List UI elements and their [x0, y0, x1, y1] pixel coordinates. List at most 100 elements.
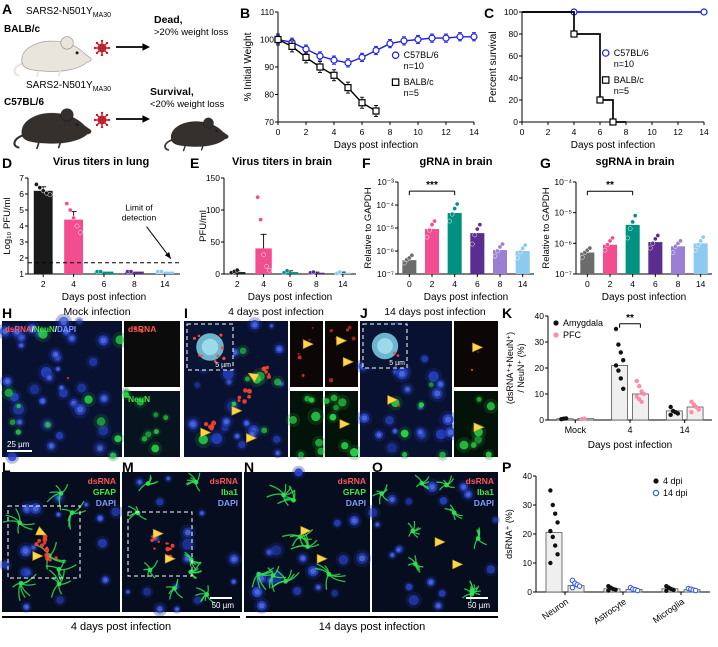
panel-label-k: K: [502, 305, 513, 321]
svg-text:100: 100: [504, 7, 518, 17]
svg-text:2: 2: [19, 253, 24, 263]
svg-text:10⁻⁵: 10⁻⁵: [377, 223, 394, 233]
svg-text:50 µm: 50 µm: [212, 601, 235, 610]
panel-label-l: L: [2, 459, 11, 475]
svg-text:Days post infection: Days post infection: [571, 140, 656, 151]
svg-text:10⁻⁴: 10⁻⁴: [376, 200, 394, 210]
svg-text:10⁻⁴: 10⁻⁴: [554, 177, 572, 187]
panel-label-a: A: [2, 1, 13, 17]
svg-text:Log₁₀ PFU/ml: Log₁₀ PFU/ml: [2, 197, 13, 254]
svg-text:4: 4: [332, 127, 337, 137]
virus-strain-label-2: SARS2-N501YMA30: [26, 80, 111, 93]
panel-L-gfap-4dpi: L dsRNA GFAP DAPI: [0, 459, 123, 613]
svg-text:2: 2: [235, 279, 240, 289]
outcome-dead: Dead, >20% weight loss: [154, 14, 229, 39]
caption-14dpi: 14 days post infection: [246, 616, 498, 633]
svg-text:NeuN: NeuN: [128, 394, 150, 404]
panel-O-iba1-14dpi: O dsRNA Iba1 DAPI 50 µm: [365, 459, 501, 613]
microscopy-title-4dpi: 4 days post infection: [228, 306, 324, 318]
svg-text:8: 8: [624, 127, 629, 137]
svg-text:Astrocyte: Astrocyte: [592, 596, 628, 626]
svg-text:8: 8: [314, 279, 319, 289]
svg-text:% Initial Weight: % Initial Weight: [243, 32, 254, 101]
svg-text:5 µm: 5 µm: [215, 362, 231, 369]
microscopy-title-mock: Mock infection: [63, 306, 131, 318]
svg-text:Iba1: Iba1: [221, 487, 238, 497]
svg-text:14: 14: [338, 279, 348, 289]
svg-text:40: 40: [509, 73, 519, 83]
svg-text:6: 6: [102, 279, 107, 289]
sgrna-chart: 10⁻⁷ 10⁻⁶ 10⁻⁵ 10⁻⁴ 0 2 4 6 8 14 Days post infecti…: [541, 177, 712, 303]
svg-text:0: 0: [407, 279, 412, 289]
caption-4dpi: 4 days post infection: [2, 616, 240, 633]
panel-P-celltype-quantification: P 0 10 20 30 40 Neuron Astrocyte Microglia dsRNA…: [502, 458, 716, 646]
panel-label-n: N: [244, 459, 255, 475]
svg-text:dsRNA⁺ (%): dsRNA⁺ (%): [504, 509, 514, 559]
panel-D-lung-titers: D Virus titers in lung 1 2 3 4 5 6 7 2 4 6 8 14 Days…: [2, 154, 188, 304]
svg-text:0: 0: [527, 587, 532, 597]
survivor-mouse-icon: [160, 114, 232, 152]
svg-text:20: 20: [523, 529, 533, 539]
svg-text:DAPI: DAPI: [218, 498, 238, 508]
svg-text:6: 6: [475, 279, 480, 289]
svg-text:/ NeuN⁺ (%): / NeuN⁺ (%): [516, 343, 526, 392]
panel-label-i: I: [184, 305, 188, 321]
virus-icon-2: [92, 110, 112, 130]
micro-tile-dsrna-1: [290, 321, 323, 387]
chart-title-sgrna: sgRNA in brain: [595, 156, 675, 168]
panel-label-o: O: [372, 459, 383, 475]
svg-text:PFC: PFC: [563, 330, 582, 340]
svg-text:4: 4: [452, 279, 457, 289]
panel-I-4dpi-microscopy: I 4 days post infection 5 µm: [184, 305, 362, 461]
svg-text:8: 8: [132, 279, 137, 289]
micro-inset-dsrna: dsRNA: [124, 321, 180, 387]
svg-text:0: 0: [513, 117, 518, 127]
panel-H-mock-microscopy: H Mock infection dsRNA/NeuN/DAPI 25 µm ds…: [0, 306, 182, 464]
svg-text:14: 14: [696, 279, 706, 289]
panel-label-b: B: [240, 5, 251, 21]
svg-text:2: 2: [41, 279, 46, 289]
celltype-quantification-chart: 0 10 20 30 40 Neuron Astrocyte Microglia dsRNA⁺ …: [504, 471, 710, 626]
svg-text:Neuron: Neuron: [540, 596, 570, 621]
outcome-survival: Survival, <20% weight loss: [150, 86, 225, 111]
svg-text:detection: detection: [122, 213, 157, 223]
panel-B-weight-curve: B 0 2 4 6 8 10 12 14 70 80 90 100 110 Days post infec…: [236, 2, 484, 152]
balbc-mouse-icon: [10, 32, 94, 78]
svg-text:10⁻⁷: 10⁻⁷: [377, 269, 394, 279]
panel-A-schematic: A SARS2-N501YMA30 BALB/c Dead, >20% weigh…: [2, 2, 236, 152]
svg-text:80: 80: [265, 90, 275, 100]
svg-text:Days post infection: Days post infection: [334, 140, 419, 151]
svg-text:Limit of: Limit of: [125, 203, 153, 213]
panel-label-m: M: [122, 459, 134, 475]
svg-text:Relative to GAPDH: Relative to GAPDH: [363, 187, 374, 268]
svg-text:10⁻⁵: 10⁻⁵: [555, 208, 572, 218]
micro-tile-dsrna: [454, 321, 498, 387]
svg-text:**: **: [606, 180, 614, 191]
survival-chart: 0 2 4 6 8 10 12 14 0 20 40 60 80 100 Days post infecti…: [488, 7, 709, 151]
svg-text:n=10: n=10: [404, 61, 424, 71]
panel-label-p: P: [502, 459, 512, 475]
svg-text:C57BL/6: C57BL/6: [404, 50, 439, 60]
svg-text:2: 2: [430, 279, 435, 289]
svg-text:Days post infection: Days post infection: [62, 292, 147, 303]
svg-text:DAPI: DAPI: [96, 498, 116, 508]
svg-text:Percent survival: Percent survival: [488, 31, 499, 102]
mouse-strain-label-c57: C57BL/6: [4, 97, 45, 108]
arrow-right-icon: [116, 42, 150, 52]
svg-text:dsRNA: dsRNA: [338, 476, 366, 486]
svg-text:14: 14: [699, 127, 709, 137]
svg-text:DAPI: DAPI: [346, 498, 366, 508]
svg-text:**: **: [626, 313, 634, 324]
panel-K-neuron-quantification: K 0 10 20 30 40 Mock 4 14 Days post infection (ds…: [502, 306, 716, 458]
svg-text:14 dpi: 14 dpi: [663, 488, 688, 498]
svg-text:14: 14: [160, 279, 170, 289]
chart-title-grna: gRNA in brain: [419, 156, 493, 168]
panel-G-sgrna: G sgRNA in brain 10⁻⁷ 10⁻⁶ 10⁻⁵ 10⁻⁴ 0 2 4 6 8 14…: [540, 154, 718, 304]
micro-tile-neun: [454, 391, 499, 461]
svg-text:6: 6: [598, 127, 603, 137]
svg-text:10: 10: [535, 389, 545, 399]
svg-text:Relative to GAPDH: Relative to GAPDH: [541, 187, 552, 268]
svg-text:GFAP: GFAP: [93, 487, 116, 497]
